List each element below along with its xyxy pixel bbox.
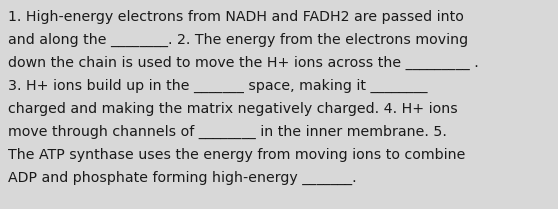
Text: 3. H+ ions build up in the _______ space, making it ________: 3. H+ ions build up in the _______ space… [8,79,427,93]
Text: ADP and phosphate forming high-energy _______.: ADP and phosphate forming high-energy __… [8,171,357,185]
Text: charged and making the matrix negatively charged. 4. H+ ions: charged and making the matrix negatively… [8,102,458,116]
Text: and along the ________. 2. The energy from the electrons moving: and along the ________. 2. The energy fr… [8,33,468,47]
Text: The ATP synthase uses the energy from moving ions to combine: The ATP synthase uses the energy from mo… [8,148,465,162]
Text: down the chain is used to move the H+ ions across the _________ .: down the chain is used to move the H+ io… [8,56,479,70]
Text: move through channels of ________ in the inner membrane. 5.: move through channels of ________ in the… [8,125,447,139]
Text: 1. High-energy electrons from NADH and FADH2 are passed into: 1. High-energy electrons from NADH and F… [8,10,464,24]
